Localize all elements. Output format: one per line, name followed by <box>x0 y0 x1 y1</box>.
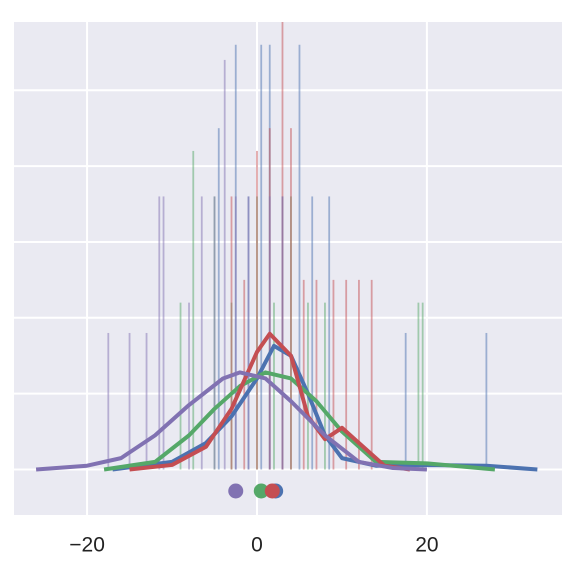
hist-bar <box>417 302 420 470</box>
kde-line <box>129 331 411 472</box>
hist-bar <box>298 44 301 470</box>
kde-line <box>35 370 428 472</box>
hist-bar <box>302 279 305 470</box>
hist-bar <box>370 279 373 470</box>
hist-bar <box>485 332 488 470</box>
kde-line <box>103 370 496 472</box>
x-tick-label: 20 <box>415 533 438 556</box>
mean-dot <box>228 483 244 499</box>
hist-bar <box>328 196 331 470</box>
hist-bar <box>128 332 131 470</box>
plot-background <box>14 22 562 515</box>
hist-bar <box>192 150 195 470</box>
hist-bar <box>145 332 148 470</box>
hist-bar <box>107 332 110 470</box>
hist-bar <box>281 196 284 470</box>
x-tick-label: 0 <box>251 533 263 556</box>
hist-bar <box>404 332 407 470</box>
hist-bar <box>200 196 203 470</box>
hist-bar <box>311 196 314 470</box>
hist-bar <box>247 196 250 470</box>
hist-bar <box>213 196 216 470</box>
hist-bar <box>217 128 220 470</box>
hist-bar <box>345 279 348 470</box>
hist-bar <box>188 302 190 470</box>
hist-bar <box>179 302 182 470</box>
hist-bar <box>234 196 237 470</box>
hist-bar <box>358 279 360 470</box>
mean-dot <box>253 483 269 499</box>
hist-bar <box>158 196 161 470</box>
x-tick-label: −20 <box>69 533 105 556</box>
hist-bar <box>256 150 258 470</box>
hist-bar <box>290 128 292 470</box>
hist-bar <box>162 196 165 470</box>
mean-dot <box>264 483 280 499</box>
hist-bar <box>332 279 335 470</box>
hist-bar <box>230 196 233 470</box>
hist-bar <box>324 302 326 470</box>
hist-bar <box>421 302 424 470</box>
hist-bar <box>223 59 226 470</box>
hist-bar <box>315 279 318 470</box>
hist-bar <box>307 302 309 470</box>
hist-bar <box>260 44 263 470</box>
